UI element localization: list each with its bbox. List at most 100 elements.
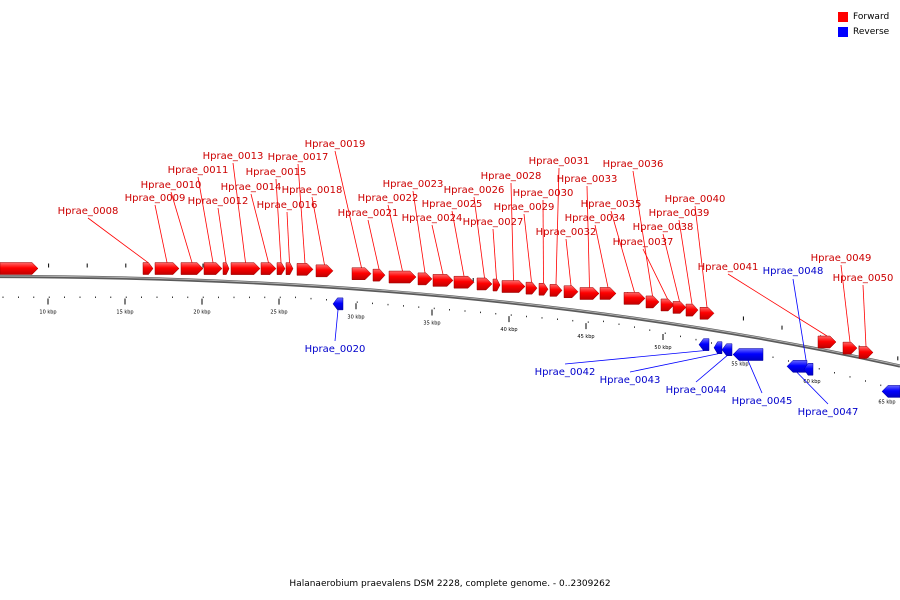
legend-item-reverse: Reverse [838,24,889,39]
gene-arrow-Hprae_0016 [285,262,294,275]
gene-label-Hprae_0016[interactable]: Hprae_0016 [257,200,318,211]
gene-arrow-Hprae_0049 [842,341,858,355]
gene-label-Hprae_0023[interactable]: Hprae_0023 [383,179,444,190]
gene-label-Hprae_0050[interactable]: Hprae_0050 [833,273,894,284]
gene-arrow-Hprae_0011 [203,262,223,275]
gene-label-Hprae_0036[interactable]: Hprae_0036 [603,159,664,170]
gene-label-Hprae_0029[interactable]: Hprae_0029 [494,202,555,213]
leader-Hprae_0011 [197,176,214,263]
leader-Hprae_0018 [311,196,325,265]
gene-arrow-Hprae_0048 [803,363,814,376]
leader-Hprae_0032 [565,238,572,286]
gene-arrow-Hprae_0009 [154,262,180,275]
gene-arrow-Hprae_0023 [417,272,433,286]
gene-label-Hprae_0033[interactable]: Hprae_0033 [557,174,618,185]
leader-Hprae_0038 [662,233,680,302]
gene-label-Hprae_0022[interactable]: Hprae_0022 [358,193,419,204]
gene-label-Hprae_0031[interactable]: Hprae_0031 [529,156,590,167]
gene-label-Hprae_0045[interactable]: Hprae_0045 [732,396,793,407]
gene-label-Hprae_0010[interactable]: Hprae_0010 [141,180,202,191]
scale-label: 35 kbp [423,320,440,326]
gene-arrow-Hprae_0035 [623,292,646,305]
gene-label-Hprae_0014[interactable]: Hprae_0014 [221,182,282,193]
gene-label-Hprae_0047[interactable]: Hprae_0047 [798,407,859,418]
leader-Hprae_0009 [154,204,168,263]
gene-label-Hprae_0030[interactable]: Hprae_0030 [513,188,574,199]
leader-Hprae_0019 [334,150,362,268]
gene-label-Hprae_0035[interactable]: Hprae_0035 [581,199,642,210]
leader-Hprae_0021 [367,219,380,270]
legend-swatch-forward [838,11,848,22]
gene-label-Hprae_0044[interactable]: Hprae_0044 [666,385,727,396]
gene-arrow-Hprae_0022 [388,270,417,284]
scale-label: 50 kbp [654,345,671,351]
gene-label-Hprae_0038[interactable]: Hprae_0038 [633,222,694,233]
gene-label-Hprae_0017[interactable]: Hprae_0017 [268,152,329,163]
gene-arrow-Hprae_0029 [525,281,538,295]
gene-label-Hprae_0049[interactable]: Hprae_0049 [811,253,872,264]
scale-label: 10 kbp [39,310,56,316]
leader-Hprae_0022 [387,204,403,272]
legend-label-forward: Forward [853,11,890,22]
scale-label: 40 kbp [500,327,517,333]
leader-Hprae_0023 [412,190,426,273]
leader-Hprae_0026 [473,196,485,279]
gene-arrow-Hprae_0018 [315,264,334,278]
gene-label-Hprae_0021[interactable]: Hprae_0021 [338,208,399,219]
gene-arrow-Hprae_0027 [492,278,501,292]
gene-label-Hprae_0042[interactable]: Hprae_0042 [535,367,596,378]
gene-label-Hprae_0018[interactable]: Hprae_0018 [282,185,343,196]
scale-label: 60 kbp [803,379,820,385]
leader-Hprae_0028 [510,182,514,281]
gene-label-Hprae_0009[interactable]: Hprae_0009 [125,193,186,204]
legend-label-reverse: Reverse [853,26,890,37]
legend-item-forward: Forward [838,9,889,24]
gene-label-Hprae_0011[interactable]: Hprae_0011 [168,165,229,176]
leader-Hprae_0050 [862,284,867,347]
gene-label-Hprae_0043[interactable]: Hprae_0043 [600,375,661,386]
gene-label-Hprae_0008[interactable]: Hprae_0008 [58,206,119,217]
leader-Hprae_0015 [275,178,282,263]
leader-Hprae_0014 [250,193,269,263]
gene-label-Hprae_0039[interactable]: Hprae_0039 [649,208,710,219]
gene-label-Hprae_0015[interactable]: Hprae_0015 [246,167,307,178]
gene-label-Hprae_0012[interactable]: Hprae_0012 [188,196,249,207]
gene-arrow [881,385,900,398]
gene-label-Hprae_0032[interactable]: Hprae_0032 [536,227,597,238]
scale-label: 25 kbp [270,310,287,316]
gene-label-Hprae_0041[interactable]: Hprae_0041 [698,262,759,273]
gene-label-Hprae_0040[interactable]: Hprae_0040 [665,194,726,205]
genome-backbone [0,274,900,368]
gene-label-Hprae_0026[interactable]: Hprae_0026 [444,185,505,196]
gene-label-Hprae_0034[interactable]: Hprae_0034 [565,213,626,224]
gene-label-Hprae_0013[interactable]: Hprae_0013 [203,151,264,162]
leader-Hprae_0025 [451,210,465,277]
leader-Hprae_0017 [297,163,306,264]
leader-Hprae_0016 [286,211,290,263]
leader-Hprae_0033 [586,185,590,288]
gene-arrow [0,262,39,275]
gene-arrow-Hprae_0032 [563,285,579,299]
leader-Hprae_0010 [170,191,193,263]
gene-arrows [0,262,900,398]
gene-label-Hprae_0019[interactable]: Hprae_0019 [305,139,366,150]
scale-label: 20 kbp [193,310,210,316]
gene-label-Hprae_0024[interactable]: Hprae_0024 [402,213,463,224]
gene-arrow-Hprae_0050 [858,346,874,359]
gene-arrow-Hprae_0039 [685,303,699,317]
gene-label-Hprae_0028[interactable]: Hprae_0028 [481,171,542,182]
gene-label-Hprae_0027[interactable]: Hprae_0027 [463,217,524,228]
gene-arrow-Hprae_0038 [672,301,687,314]
gene-label-Hprae_0025[interactable]: Hprae_0025 [422,199,483,210]
leader-Hprae_0008 [87,217,149,263]
leader-Hprae_0044 [695,355,728,383]
gene-arrow-Hprae_0042 [698,338,710,351]
gene-arrow-Hprae_0043 [713,341,723,354]
gene-arrow-Hprae_0030 [538,282,549,296]
gene-label-Hprae_0048[interactable]: Hprae_0048 [763,266,824,277]
leader-Hprae_0045 [747,360,763,394]
gene-arrow-Hprae_0045 [732,348,764,361]
gene-label-Hprae_0020[interactable]: Hprae_0020 [305,344,366,355]
gene-label-Hprae_0037[interactable]: Hprae_0037 [613,237,674,248]
